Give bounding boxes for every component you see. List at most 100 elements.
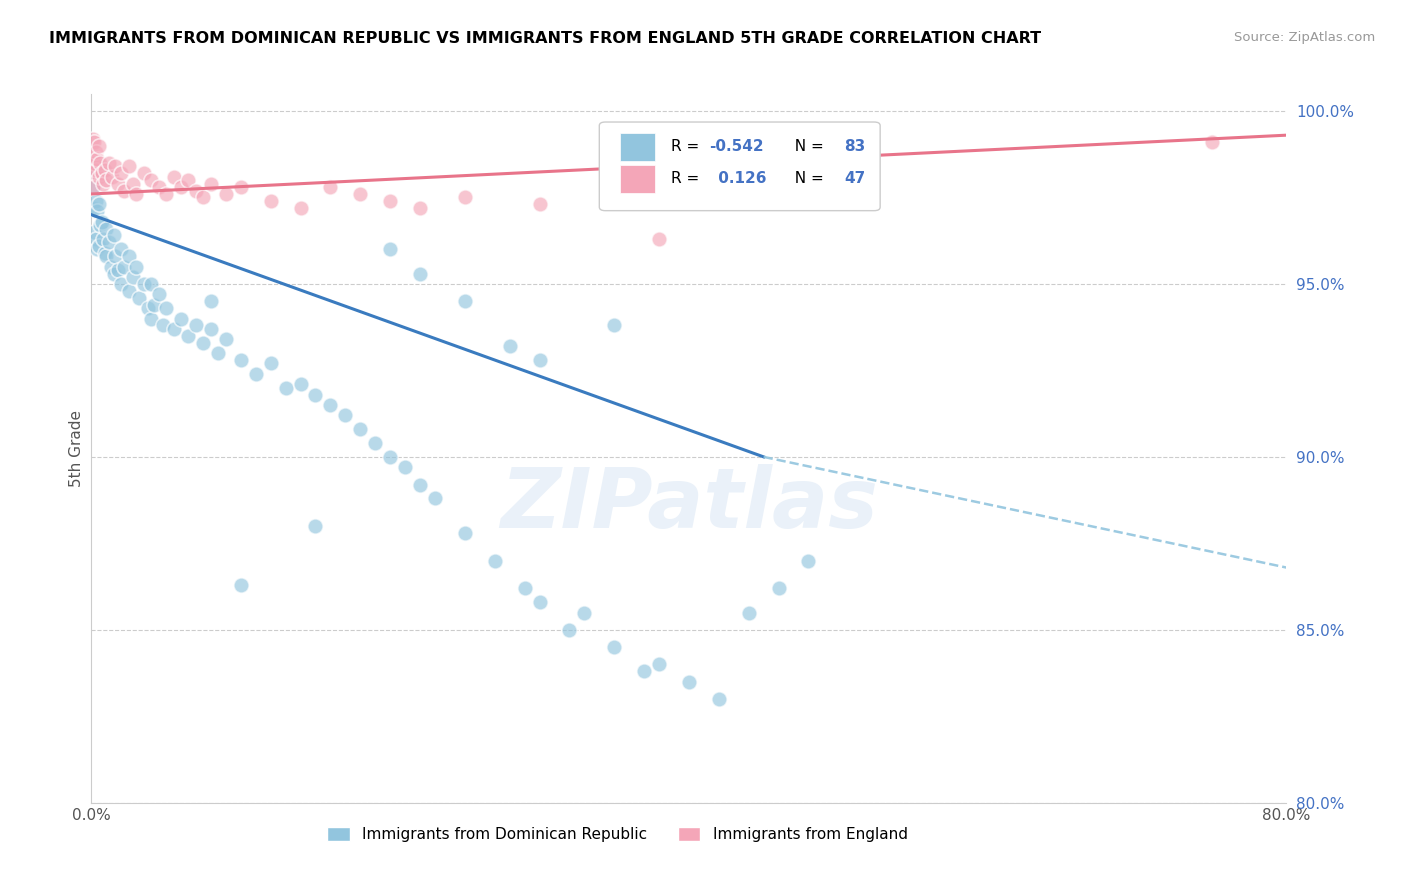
- Point: [110, 166, 132, 180]
- Point: [200, 322, 222, 336]
- Point: [87, 197, 110, 211]
- Point: [98, 156, 121, 170]
- Point: [148, 180, 170, 194]
- Point: [229, 180, 252, 194]
- Point: [107, 263, 129, 277]
- Text: N =: N =: [785, 139, 828, 154]
- Point: [83, 135, 105, 149]
- Point: [558, 623, 581, 637]
- Point: [170, 311, 193, 326]
- Point: [86, 204, 108, 219]
- Point: [84, 145, 107, 160]
- Point: [259, 356, 281, 370]
- Point: [200, 294, 222, 309]
- Point: [648, 232, 671, 246]
- Point: [136, 301, 159, 315]
- Point: [96, 221, 118, 235]
- Point: [118, 284, 141, 298]
- Point: [112, 184, 135, 198]
- Point: [737, 606, 759, 620]
- Point: [335, 409, 357, 423]
- Point: [529, 595, 551, 609]
- Point: [155, 301, 177, 315]
- Point: [319, 180, 342, 194]
- Point: [229, 353, 252, 368]
- Point: [364, 436, 387, 450]
- Text: Source: ZipAtlas.com: Source: ZipAtlas.com: [1234, 31, 1375, 45]
- Point: [101, 169, 124, 184]
- Point: [152, 318, 174, 333]
- Text: R =: R =: [671, 171, 704, 186]
- Point: [96, 249, 118, 263]
- Point: [177, 173, 200, 187]
- Point: [86, 153, 108, 167]
- FancyBboxPatch shape: [599, 122, 880, 211]
- Point: [633, 665, 655, 679]
- Point: [177, 328, 200, 343]
- Point: [84, 162, 107, 177]
- Text: 0.126: 0.126: [713, 171, 766, 186]
- Point: [100, 260, 122, 274]
- Point: [90, 214, 112, 228]
- Point: [1201, 135, 1223, 149]
- Point: [200, 177, 222, 191]
- Point: [141, 311, 163, 326]
- Text: -0.542: -0.542: [709, 139, 763, 154]
- Point: [87, 239, 110, 253]
- Point: [82, 166, 104, 180]
- Point: [125, 186, 148, 201]
- Point: [110, 243, 132, 257]
- Point: [118, 249, 141, 263]
- Point: [87, 138, 110, 153]
- Point: [148, 287, 170, 301]
- Point: [184, 318, 207, 333]
- Point: [103, 228, 125, 243]
- Point: [380, 450, 402, 464]
- Point: [454, 190, 477, 204]
- Point: [162, 322, 184, 336]
- Text: 47: 47: [844, 171, 866, 186]
- Point: [155, 186, 177, 201]
- Point: [132, 277, 155, 291]
- Point: [82, 180, 104, 194]
- Point: [304, 387, 326, 401]
- Point: [274, 381, 297, 395]
- Point: [423, 491, 446, 506]
- Point: [409, 267, 432, 281]
- Point: [603, 318, 626, 333]
- Point: [648, 657, 671, 672]
- Point: [259, 194, 281, 208]
- Point: [82, 131, 104, 145]
- Text: R =: R =: [671, 139, 704, 154]
- Point: [128, 291, 150, 305]
- Point: [603, 640, 626, 654]
- Point: [94, 245, 117, 260]
- Point: [513, 582, 536, 596]
- Y-axis label: 5th Grade: 5th Grade: [69, 409, 84, 487]
- Point: [574, 606, 596, 620]
- Point: [86, 243, 108, 257]
- Point: [304, 519, 326, 533]
- Point: [215, 332, 238, 346]
- Point: [193, 190, 215, 204]
- Point: [229, 578, 252, 592]
- Point: [768, 582, 790, 596]
- Point: [319, 398, 342, 412]
- Point: [290, 377, 312, 392]
- Point: [797, 554, 820, 568]
- Point: [380, 243, 402, 257]
- Point: [122, 177, 145, 191]
- Point: [83, 180, 105, 194]
- Point: [454, 526, 477, 541]
- Point: [96, 173, 118, 187]
- Text: N =: N =: [785, 171, 828, 186]
- Point: [207, 346, 229, 360]
- Point: [499, 339, 522, 353]
- Point: [707, 692, 730, 706]
- Point: [162, 169, 184, 184]
- Point: [245, 367, 267, 381]
- Point: [122, 270, 145, 285]
- Text: 83: 83: [844, 139, 866, 154]
- Point: [89, 156, 111, 170]
- Point: [409, 201, 432, 215]
